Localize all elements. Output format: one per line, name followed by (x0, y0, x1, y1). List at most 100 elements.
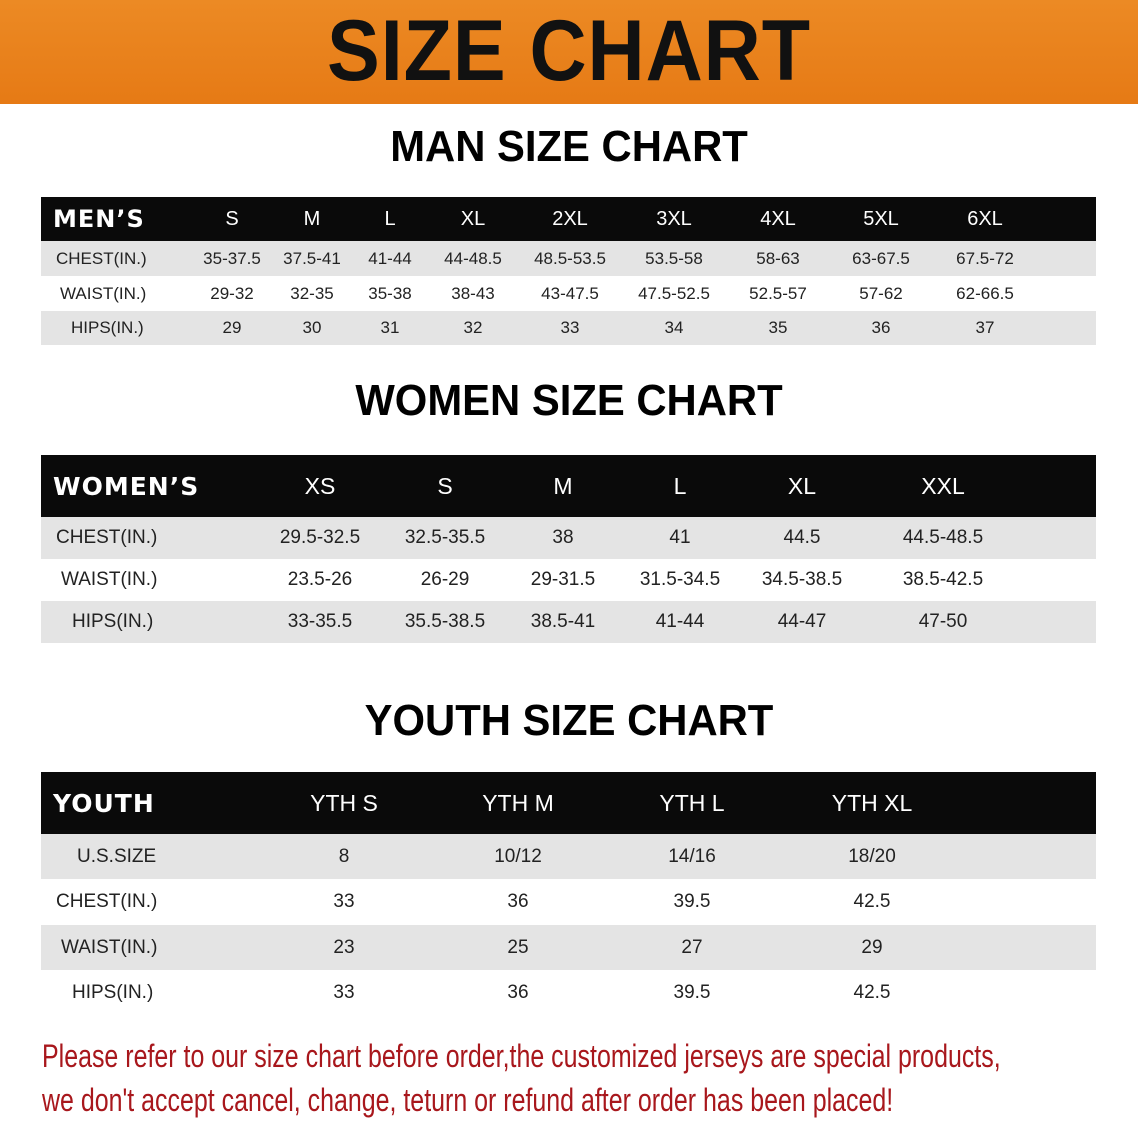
table-cell: 38.5-42.5 (902, 569, 984, 590)
table-cell: 37 (975, 318, 995, 337)
table-cell: 33 (333, 982, 355, 1003)
table-cell: 34.5-38.5 (761, 569, 843, 590)
table-cell: 44-47 (777, 611, 827, 632)
table-row: HIPS(IN.) 33 36 39.5 42.5 (41, 970, 1096, 1016)
table-cell: 42.5 (853, 891, 891, 912)
row-label: HIPS(IN.) (71, 318, 144, 337)
banner-title: SIZE CHART (327, 3, 811, 99)
table-cell: 34 (664, 318, 684, 337)
table-cell: 27 (681, 936, 703, 958)
order-notice-line-1: Please refer to our size chart before or… (42, 1038, 1001, 1074)
row-label: WAIST(IN.) (61, 936, 158, 958)
table-cell: 41-44 (655, 611, 705, 632)
table-cell: 32.5-35.5 (404, 527, 486, 548)
table-row: CHEST(IN.) 35-37.5 37.5-41 41-44 44-48.5 48.5… (41, 241, 1096, 276)
row-label: CHEST(IN.) (56, 527, 158, 548)
size-header-cell: YTH M (482, 789, 554, 816)
table-cell: 38-43 (451, 283, 495, 303)
size-header-cell: M (303, 207, 321, 230)
table-cell: 35 (768, 318, 788, 337)
table-cell: 42.5 (853, 982, 891, 1003)
table-cell: 63-67.5 (852, 248, 910, 268)
size-header-cell: 4XL (760, 207, 796, 230)
table-cell: 38 (552, 527, 574, 548)
table-cell: 57-62 (859, 283, 903, 303)
table-row: U.S.SIZE 8 10/12 14/16 18/20 (41, 834, 1096, 879)
table-cell: 38.5-41 (530, 611, 596, 632)
row-label: HIPS(IN.) (72, 982, 154, 1003)
table-cell: 44.5 (783, 527, 821, 548)
table-cell: 33 (333, 891, 355, 912)
size-header-cell: XS (304, 472, 336, 499)
row-label: CHEST(IN.) (56, 248, 147, 268)
table-cell: 47.5-52.5 (638, 283, 710, 303)
table-cell: 67.5-72 (956, 248, 1014, 268)
size-header-cell: L (673, 472, 687, 499)
table-cell: 8 (338, 845, 350, 867)
table-cell: 62-66.5 (956, 283, 1014, 303)
size-header-cell: M (553, 472, 573, 499)
title-banner: SIZE CHART (0, 0, 1138, 104)
table-cell: 25 (507, 936, 529, 958)
women-section-title: WOMEN SIZE CHART (355, 376, 783, 425)
table-row: CHEST(IN.) 29.5-32.5 32.5-35.5 38 41 44.5 44.5… (41, 517, 1096, 559)
size-header-cell: YTH XL (831, 789, 913, 816)
row-label: U.S.SIZE (77, 845, 157, 867)
size-header-cell: YTH S (310, 789, 378, 816)
table-cell: 35-38 (368, 283, 412, 303)
size-header-cell: 5XL (863, 207, 899, 230)
table-cell: 30 (302, 318, 322, 337)
men-size-table: MEN’S S M L XL 2XL 3XL 4XL 5XL 6XL CHEST(IN.) 35-37… (41, 197, 1096, 345)
row-label: CHEST(IN.) (56, 891, 158, 912)
table-cell: 29-32 (210, 283, 254, 303)
men-header-row: MEN’S S M L XL 2XL 3XL 4XL 5XL 6XL (41, 197, 1096, 241)
women-header-label: WOMEN’S (53, 471, 200, 501)
youth-section-title: YOUTH SIZE CHART (364, 696, 774, 745)
table-cell: 32 (463, 318, 483, 337)
size-header-cell: S (437, 472, 453, 499)
table-cell: 36 (507, 982, 529, 1003)
table-row: CHEST(IN.) 33 36 39.5 42.5 (41, 879, 1096, 925)
table-cell: 29-31.5 (530, 569, 596, 590)
size-header-cell: XL (460, 207, 486, 230)
table-cell: 10/12 (494, 845, 542, 867)
table-cell: 14/16 (668, 845, 716, 867)
table-cell: 29 (222, 318, 242, 337)
table-row: HIPS(IN.) 33-35.5 35.5-38.5 38.5-41 41-44 44-… (41, 601, 1096, 643)
size-header-cell: S (225, 207, 239, 230)
table-cell: 44-48.5 (444, 248, 502, 268)
table-row: WAIST(IN.) 23 25 27 29 (41, 925, 1096, 970)
table-cell: 53.5-58 (645, 248, 703, 268)
table-cell: 52.5-57 (749, 283, 807, 303)
table-cell: 29.5-32.5 (279, 527, 361, 548)
size-header-cell: 6XL (967, 207, 1003, 230)
table-cell: 41 (669, 527, 691, 548)
table-cell: 33 (560, 318, 580, 337)
size-header-cell: L (384, 207, 396, 230)
table-cell: 36 (507, 891, 529, 912)
women-header-row: WOMEN’S XS S M L XL XXL (41, 455, 1096, 517)
size-header-cell: XL (787, 472, 817, 499)
table-cell: 23.5-26 (287, 569, 353, 590)
row-label: WAIST(IN.) (60, 283, 147, 303)
row-label: HIPS(IN.) (72, 611, 154, 632)
table-cell: 29 (861, 936, 883, 958)
table-cell: 18/20 (848, 845, 896, 867)
table-cell: 35-37.5 (203, 248, 261, 268)
table-cell: 48.5-53.5 (534, 248, 606, 268)
table-cell: 31 (380, 318, 400, 337)
table-cell: 44.5-48.5 (902, 527, 984, 548)
order-notice-line-2: we don't accept cancel, change, teturn o… (42, 1082, 894, 1118)
table-cell: 47-50 (918, 611, 968, 632)
table-cell: 32-35 (290, 283, 334, 303)
table-cell: 35.5-38.5 (404, 611, 486, 632)
table-cell: 36 (871, 318, 891, 337)
men-header-label: MEN’S (53, 205, 145, 233)
youth-size-table: YOUTH YTH S YTH M YTH L YTH XL U.S.SIZE 8 10/12… (41, 772, 1096, 1015)
table-row: HIPS(IN.) 29 30 31 32 33 34 35 36 37 (41, 311, 1096, 345)
women-size-table: WOMEN’S XS S M L XL XXL CHEST(IN.) 29.5-32.5 32.5… (41, 455, 1096, 643)
table-cell: 58-63 (756, 248, 800, 268)
youth-header-row: YOUTH YTH S YTH M YTH L YTH XL (41, 772, 1096, 834)
size-header-cell: YTH L (659, 789, 725, 816)
table-cell: 39.5 (673, 982, 711, 1003)
